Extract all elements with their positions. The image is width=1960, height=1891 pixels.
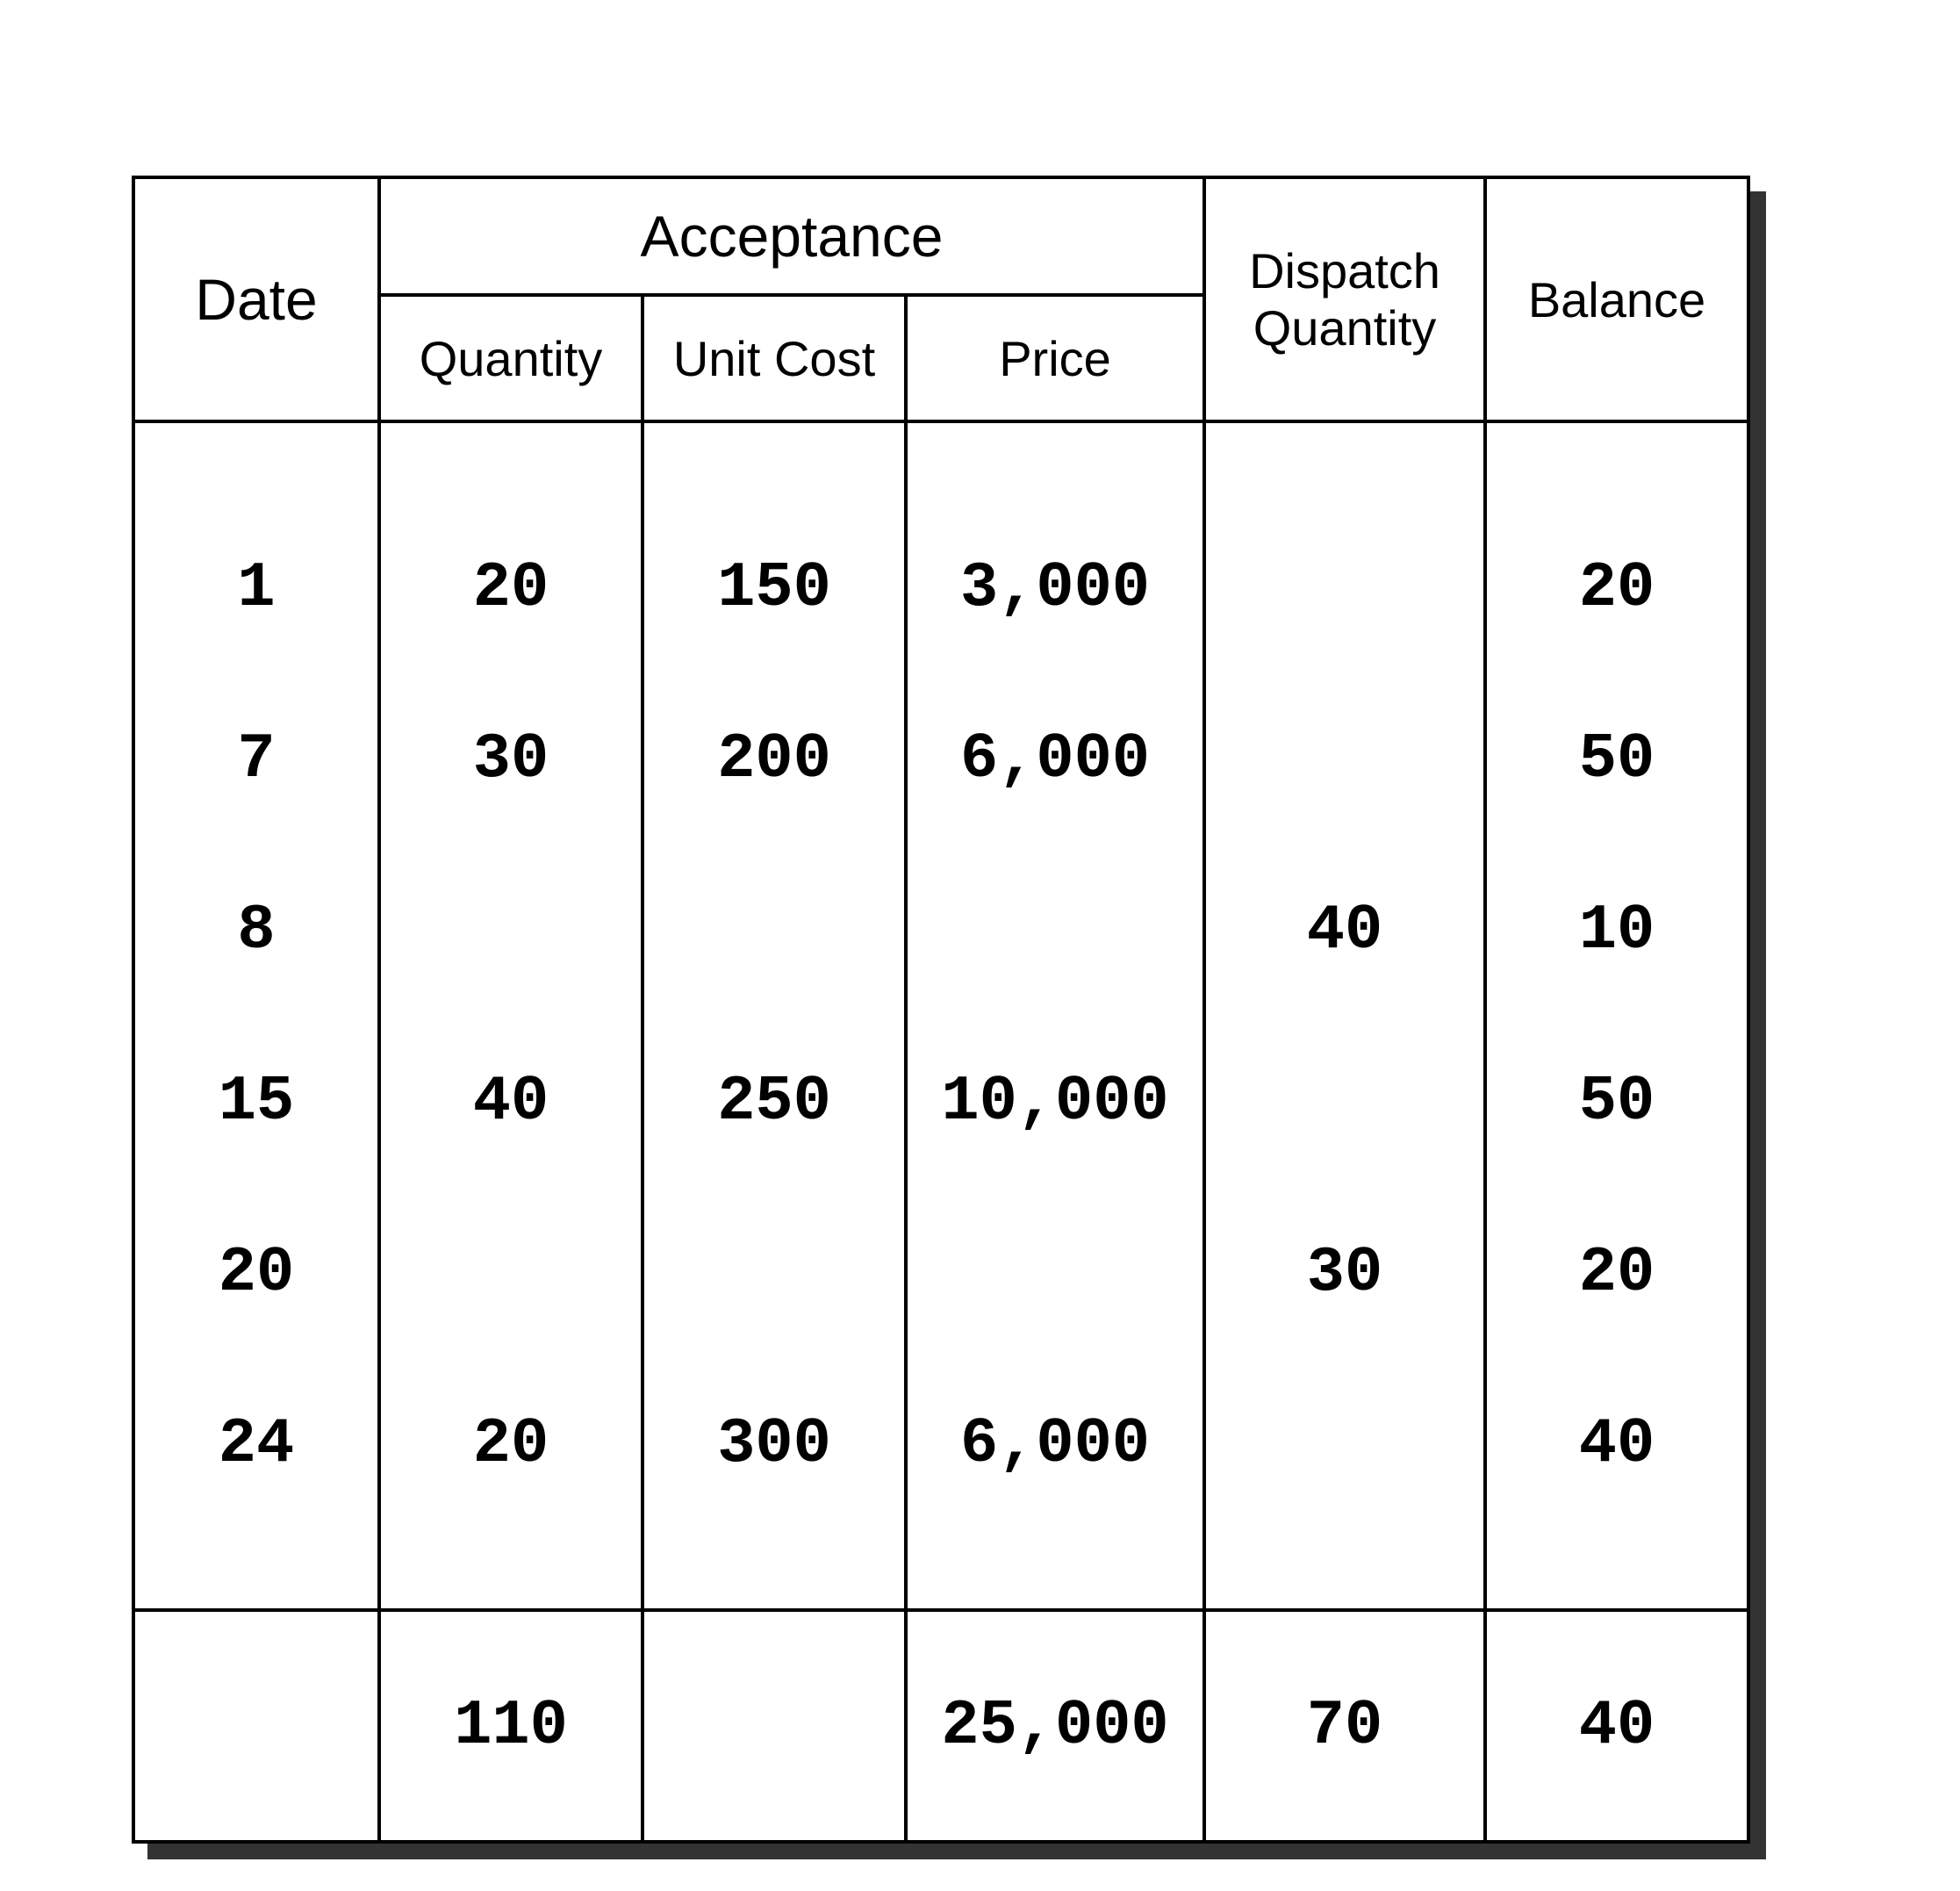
totals-row: 110 25,000 70 40 — [133, 1610, 1748, 1842]
cell-quantity — [379, 845, 643, 1016]
cell-price: 10,000 — [906, 1016, 1204, 1187]
cell-balance: 20 — [1485, 502, 1748, 673]
total-date — [133, 1610, 379, 1842]
cell-price: 6,000 — [906, 673, 1204, 845]
cell-price: 6,000 — [906, 1358, 1204, 1529]
table-row: 20 30 20 — [133, 1187, 1748, 1358]
col-header-quantity: Quantity — [379, 295, 643, 421]
total-price: 25,000 — [906, 1610, 1204, 1842]
ledger-table-wrap: Date Acceptance Dispatch Quantity Balanc… — [132, 176, 1750, 1844]
cell-price: 3,000 — [906, 502, 1204, 673]
page: Date Acceptance Dispatch Quantity Balanc… — [0, 0, 1960, 1891]
cell-dispatch — [1204, 1016, 1485, 1187]
table-row: 1 20 150 3,000 20 — [133, 502, 1748, 673]
cell-price — [906, 1187, 1204, 1358]
cell-balance: 10 — [1485, 845, 1748, 1016]
ledger-table: Date Acceptance Dispatch Quantity Balanc… — [132, 176, 1750, 1844]
cell-balance: 40 — [1485, 1358, 1748, 1529]
cell-balance: 20 — [1485, 1187, 1748, 1358]
cell-unitcost: 250 — [643, 1016, 906, 1187]
cell-quantity: 40 — [379, 1016, 643, 1187]
cell-unitcost — [643, 845, 906, 1016]
total-balance: 40 — [1485, 1610, 1748, 1842]
cell-quantity: 20 — [379, 502, 643, 673]
table-row: 8 40 10 — [133, 845, 1748, 1016]
table-row: 7 30 200 6,000 50 — [133, 673, 1748, 845]
cell-balance: 50 — [1485, 1016, 1748, 1187]
cell-date: 1 — [133, 502, 379, 673]
col-header-acceptance: Acceptance — [379, 177, 1204, 295]
cell-price — [906, 845, 1204, 1016]
table-row-pad-bottom — [133, 1529, 1748, 1610]
table-row: 15 40 250 10,000 50 — [133, 1016, 1748, 1187]
cell-quantity — [379, 1187, 643, 1358]
col-header-dispatch: Dispatch Quantity — [1204, 177, 1485, 421]
cell-unitcost: 200 — [643, 673, 906, 845]
table-footer: 110 25,000 70 40 — [133, 1610, 1748, 1842]
cell-dispatch — [1204, 673, 1485, 845]
total-quantity: 110 — [379, 1610, 643, 1842]
col-header-price: Price — [906, 295, 1204, 421]
total-dispatch: 70 — [1204, 1610, 1485, 1842]
total-unitcost — [643, 1610, 906, 1842]
col-header-unitcost: Unit Cost — [643, 295, 906, 421]
cell-balance: 50 — [1485, 673, 1748, 845]
cell-date: 8 — [133, 845, 379, 1016]
cell-date: 20 — [133, 1187, 379, 1358]
cell-dispatch: 40 — [1204, 845, 1485, 1016]
table-body: 1 20 150 3,000 20 7 30 200 6,000 50 8 — [133, 421, 1748, 1610]
cell-unitcost — [643, 1187, 906, 1358]
table-row: 24 20 300 6,000 40 — [133, 1358, 1748, 1529]
cell-unitcost: 300 — [643, 1358, 906, 1529]
cell-quantity: 20 — [379, 1358, 643, 1529]
cell-date: 24 — [133, 1358, 379, 1529]
cell-dispatch — [1204, 1358, 1485, 1529]
table-row-pad-top — [133, 421, 1748, 502]
cell-dispatch — [1204, 502, 1485, 673]
cell-date: 7 — [133, 673, 379, 845]
cell-dispatch: 30 — [1204, 1187, 1485, 1358]
cell-date: 15 — [133, 1016, 379, 1187]
col-header-balance: Balance — [1485, 177, 1748, 421]
cell-quantity: 30 — [379, 673, 643, 845]
table-header: Date Acceptance Dispatch Quantity Balanc… — [133, 177, 1748, 421]
col-header-date: Date — [133, 177, 379, 421]
cell-unitcost: 150 — [643, 502, 906, 673]
